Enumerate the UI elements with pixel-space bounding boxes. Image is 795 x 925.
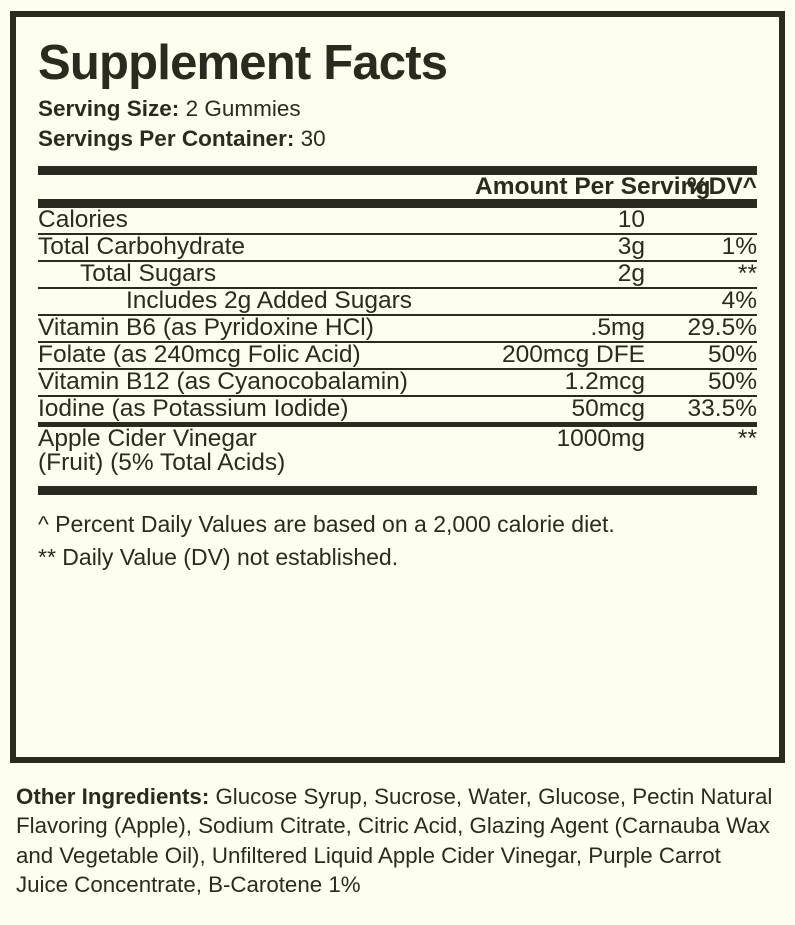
table-row-continuation: (Fruit) (5% Total Acids): [38, 451, 757, 486]
row-nutrient-name: Vitamin B12 (as Cyanocobalamin): [38, 368, 408, 396]
row-divider: [38, 367, 757, 371]
row-dv: 1%: [721, 233, 757, 261]
rule-below-header: [38, 199, 757, 209]
row-nutrient-name-line2: (Fruit) (5% Total Acids): [38, 449, 286, 477]
row-dv: 50%: [707, 368, 757, 396]
table-row: Total Sugars 2g **: [38, 262, 757, 287]
table-row: Vitamin B12 (as Cyanocobalamin) 1.2mcg 5…: [38, 370, 757, 395]
row-amount: .5mg: [590, 314, 645, 342]
servings-per-container-label: Servings Per Container:: [38, 125, 295, 151]
table-row: Vitamin B6 (as Pyridoxine HCl) .5mg 29.5…: [38, 316, 757, 341]
servings-per-container-value: 30: [300, 125, 326, 151]
row-nutrient-name: Folate (as 240mcg Folic Acid): [38, 341, 361, 369]
row-dv: 4%: [721, 287, 757, 315]
row-nutrient-name: Vitamin B6 (as Pyridoxine HCl): [38, 314, 374, 342]
row-amount: [475, 289, 645, 314]
rule-below-serving-info: [38, 165, 757, 175]
nutrient-rows-table: Calories 10 Total Carbohydrate 3g 1% Tot…: [38, 208, 757, 486]
row-dv: [645, 208, 757, 233]
row-divider: [38, 421, 757, 427]
rule-above-footnotes: [38, 485, 757, 495]
row-amount: 1.2mcg: [564, 368, 645, 396]
row-dv: **: [737, 260, 757, 288]
row-nutrient-name: Apple Cider Vinegar: [38, 424, 257, 452]
table-row: Total Carbohydrate 3g 1%: [38, 235, 757, 260]
header-amount-per-serving: Amount Per Serving: [475, 172, 711, 200]
row-dv: 33.5%: [687, 395, 757, 423]
row-amount: 2g: [617, 260, 645, 288]
row-amount: 3g: [617, 233, 645, 261]
table-row: Apple Cider Vinegar 1000mg **: [38, 424, 757, 452]
serving-size-value: 2 Gummies: [185, 96, 301, 121]
panel-title: Supplement Facts: [38, 36, 448, 90]
row-nutrient-name: Calories: [38, 206, 128, 234]
row-dv: 50%: [707, 341, 757, 369]
row-amount: 10: [617, 206, 645, 234]
other-ingredients-block: Other Ingredients: Glucose Syrup, Sucros…: [16, 782, 778, 900]
row-nutrient-name: Total Carbohydrate: [38, 233, 246, 261]
row-divider: [38, 313, 757, 317]
table-header-row: Amount Per Serving %DV^: [38, 172, 757, 200]
row-divider: [38, 232, 757, 236]
header-spacer: [38, 175, 475, 200]
footnote-percent-daily-value: ^ Percent Daily Values are based on a 2,…: [38, 510, 615, 537]
table-row: Calories 10: [38, 208, 757, 233]
row-nutrient-name: Iodine (as Potassium Iodide): [38, 395, 349, 423]
supplement-facts-panel: Supplement Facts Serving Size: 2 Gummies…: [10, 11, 785, 763]
table-row: Includes 2g Added Sugars 4%: [38, 289, 757, 314]
row-amount: 50mcg: [571, 395, 645, 423]
row-dv: **: [737, 424, 757, 452]
row-divider: [38, 259, 757, 263]
serving-size-label: Serving Size:: [38, 96, 180, 121]
serving-size-line: Serving Size: 2 Gummies: [38, 94, 757, 124]
header-percent-dv: %DV^: [686, 172, 757, 200]
row-divider: [38, 340, 757, 344]
table-row: Folate (as 240mcg Folic Acid) 200mcg DFE…: [38, 343, 757, 368]
row-divider: [38, 286, 757, 290]
other-ingredients-label: Other Ingredients:: [16, 784, 210, 809]
row-nutrient-name: Total Sugars: [80, 260, 217, 288]
row-nutrient-name: Includes 2g Added Sugars: [126, 287, 413, 315]
servings-per-container-line: Servings Per Container: 30: [38, 124, 757, 154]
other-ingredients-body: Glucose Syrup, Sucrose, Water, Glucose, …: [16, 784, 773, 898]
table-row: Iodine (as Potassium Iodide) 50mcg 33.5%: [38, 397, 757, 422]
footnote-dv-not-established: ** Daily Value (DV) not established.: [38, 543, 399, 570]
row-divider: [38, 394, 757, 398]
row-amount: 200mcg DFE: [502, 341, 645, 369]
row-dv: 29.5%: [687, 314, 757, 342]
nutrition-table: Amount Per Serving %DV^: [38, 172, 757, 200]
row-amount: 1000mg: [556, 424, 645, 452]
